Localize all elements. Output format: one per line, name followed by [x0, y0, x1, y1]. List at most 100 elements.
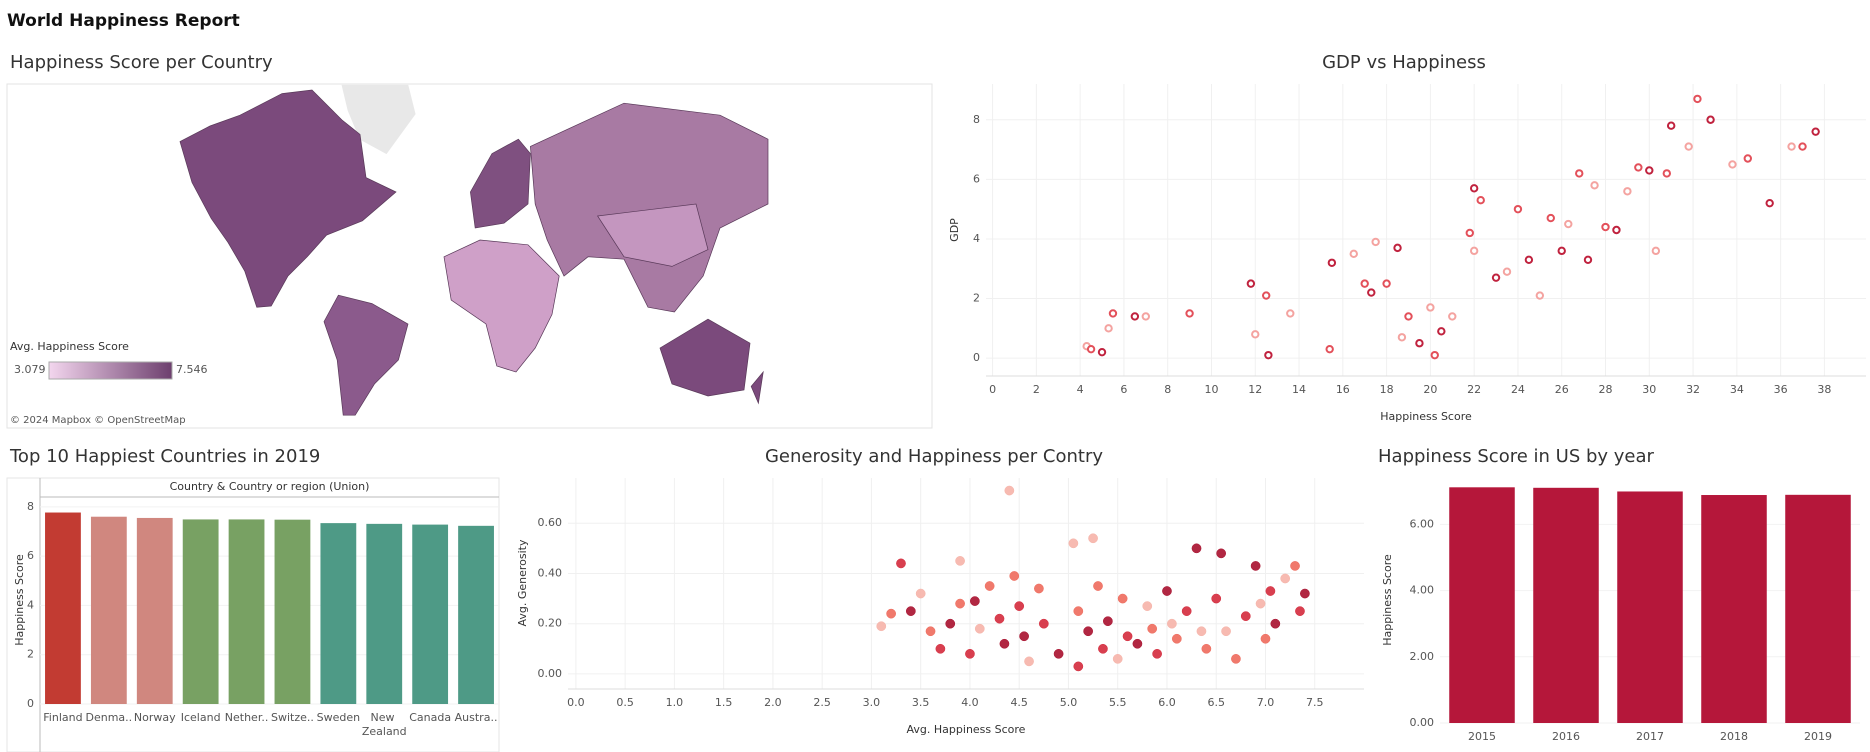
bar	[366, 523, 403, 704]
land	[596, 203, 709, 267]
point	[1684, 142, 1693, 151]
y-axis-title: Happiness Score	[13, 554, 26, 646]
point	[1575, 169, 1584, 178]
x-tick-label: 2016	[1552, 730, 1580, 743]
point	[1211, 593, 1222, 604]
x-tick-label: 4	[1077, 383, 1084, 396]
point	[965, 648, 975, 659]
point	[1130, 312, 1140, 321]
column-header: Country & Country or region (Union)	[170, 480, 370, 493]
bar	[412, 524, 449, 704]
x-tick-label: 10	[1204, 383, 1218, 396]
point	[1103, 616, 1113, 627]
point	[1152, 648, 1162, 659]
point	[1787, 142, 1796, 151]
point	[1476, 196, 1485, 205]
y-tick-label: 2	[973, 292, 980, 305]
bar	[45, 512, 81, 704]
point	[1250, 561, 1261, 571]
point	[1513, 204, 1523, 214]
x-tick-label: 6	[1120, 383, 1127, 396]
point	[1437, 327, 1446, 336]
y-tick-label: 0.40	[538, 566, 563, 579]
y-tick-label: 0.20	[538, 617, 563, 630]
x-axis-title: Avg. Happiness Score	[907, 723, 1026, 736]
point	[1098, 643, 1108, 654]
y-tick-label: 0	[973, 351, 980, 364]
point	[1546, 213, 1555, 223]
point	[1426, 303, 1435, 312]
point	[1251, 330, 1260, 339]
point	[1645, 166, 1654, 175]
chart-title: GDP vs Happiness	[1322, 52, 1486, 73]
x-tick-label: Austra..	[455, 711, 498, 724]
point	[1053, 648, 1064, 659]
point	[1162, 586, 1172, 596]
point	[1240, 611, 1251, 622]
x-tick-label: 0	[989, 383, 996, 396]
bar	[90, 516, 127, 704]
point	[1728, 160, 1737, 169]
point	[955, 598, 965, 609]
point	[945, 618, 956, 629]
x-tick-label: 32	[1686, 383, 1700, 396]
point	[1264, 350, 1273, 360]
y-tick-label: 0.00	[1410, 716, 1435, 729]
point	[974, 623, 985, 634]
y-axis-title: Happiness Score	[1381, 554, 1394, 646]
point	[1024, 656, 1034, 667]
y-tick-label: 4.00	[1410, 584, 1435, 597]
x-tick-label: 30	[1642, 383, 1656, 396]
point	[970, 596, 980, 606]
bar	[458, 525, 494, 704]
x-tick-label: 0.0	[567, 696, 585, 709]
attribution: © 2024 Mapbox © OpenStreetMap	[10, 415, 186, 426]
bar	[1617, 491, 1683, 723]
point	[994, 613, 1005, 624]
point	[905, 606, 916, 616]
point	[1811, 127, 1820, 136]
point	[1231, 654, 1241, 664]
x-tick-label: 16	[1336, 383, 1350, 396]
point	[1083, 626, 1094, 637]
point	[1246, 279, 1256, 288]
point	[1743, 154, 1752, 163]
point	[1524, 255, 1534, 264]
x-tick-label: Canada	[409, 711, 451, 724]
point	[1280, 573, 1291, 584]
point	[1295, 606, 1305, 616]
point	[1491, 273, 1501, 282]
x-tick-label: Norway	[134, 711, 176, 724]
x-tick-label: 14	[1292, 383, 1306, 396]
x-tick-label: New Zealand	[362, 711, 407, 738]
point	[1086, 344, 1096, 354]
x-tick-label: Sweden	[317, 711, 360, 724]
land	[470, 138, 531, 229]
x-tick-label: 8	[1164, 383, 1171, 396]
point	[999, 638, 1010, 649]
x-tick-label: 34	[1730, 383, 1744, 396]
y-tick-label: 6	[973, 172, 980, 185]
y-tick-label: 2.00	[1410, 650, 1435, 663]
x-axis-title: Happiness Score	[1380, 410, 1472, 423]
point	[1535, 291, 1545, 300]
chart-panel	[6, 477, 500, 752]
point	[1097, 347, 1107, 357]
point	[1612, 225, 1621, 235]
point	[1108, 309, 1118, 318]
bar	[274, 519, 311, 704]
bar	[228, 519, 265, 704]
x-tick-label: 12	[1248, 383, 1262, 396]
point	[886, 608, 896, 619]
point	[876, 621, 887, 632]
point	[1142, 601, 1153, 611]
y-tick-label: 4	[973, 232, 980, 245]
bar	[320, 523, 357, 704]
point	[1590, 181, 1599, 190]
point	[1185, 309, 1194, 318]
point	[1265, 586, 1276, 596]
point	[1415, 339, 1424, 348]
x-tick-label: 7.0	[1257, 696, 1275, 709]
map	[179, 84, 769, 416]
land	[443, 239, 560, 373]
